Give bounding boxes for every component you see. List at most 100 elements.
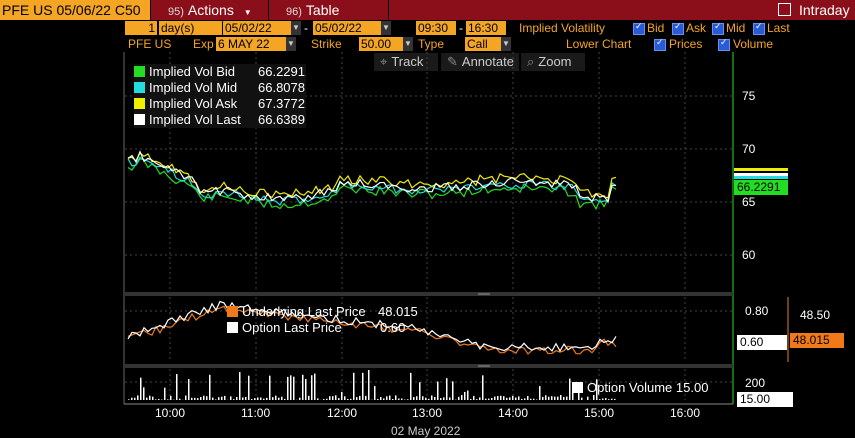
volume-bar bbox=[362, 373, 364, 400]
swatch-icon bbox=[134, 98, 145, 109]
volume-bar bbox=[551, 396, 553, 400]
volume-bar bbox=[248, 376, 250, 400]
volume-bar bbox=[272, 397, 274, 400]
legend-value: 0.60 bbox=[380, 320, 405, 336]
volume-bar bbox=[350, 399, 352, 400]
volume-bar bbox=[281, 397, 283, 400]
volume-bar bbox=[188, 379, 190, 400]
volume-bar bbox=[467, 391, 469, 400]
legend-label: Implied Vol Mid bbox=[149, 80, 237, 95]
panel-divider-upper[interactable] bbox=[124, 292, 733, 296]
volume-bar bbox=[233, 399, 235, 400]
volume-bar bbox=[221, 397, 223, 400]
volume-bar bbox=[359, 396, 361, 400]
volume-bar bbox=[335, 395, 337, 400]
volume-bar bbox=[212, 398, 214, 400]
volume-bar bbox=[554, 397, 556, 400]
volume-bar bbox=[236, 397, 238, 400]
volume-bar bbox=[383, 398, 385, 400]
volume-bar bbox=[479, 397, 481, 400]
volume-bar bbox=[368, 370, 370, 400]
volume-bar bbox=[206, 396, 208, 400]
volume-bar bbox=[545, 395, 547, 400]
volume-bar bbox=[542, 397, 544, 400]
legend-value: 67.3772 bbox=[258, 96, 305, 112]
drag-handle[interactable] bbox=[478, 293, 490, 295]
volume-bar bbox=[347, 399, 349, 400]
volume-bar bbox=[293, 377, 295, 400]
volume-bar bbox=[326, 399, 328, 400]
volume-bar bbox=[521, 399, 523, 400]
volume-bar bbox=[284, 399, 286, 400]
volume-bar bbox=[419, 382, 421, 400]
panel-divider-lower[interactable] bbox=[124, 364, 733, 368]
volume-bar bbox=[602, 399, 604, 400]
swatch-icon bbox=[227, 322, 238, 333]
volume-bar bbox=[224, 396, 226, 400]
volume-bar bbox=[239, 372, 241, 400]
time-tick: 11:00 bbox=[241, 406, 270, 420]
swatch-icon bbox=[572, 382, 583, 393]
volume-bar bbox=[158, 399, 160, 400]
volume-bar bbox=[557, 397, 559, 400]
volume-bar bbox=[374, 386, 376, 400]
iv-tick: 75 bbox=[742, 89, 755, 103]
volume-bar bbox=[344, 396, 346, 400]
volume-bar bbox=[386, 396, 388, 400]
option-price-tag: 0.60 bbox=[737, 335, 787, 350]
volume-bar bbox=[410, 373, 412, 400]
volume-bar bbox=[269, 376, 271, 400]
volume-bar bbox=[599, 399, 601, 400]
volume-bar bbox=[428, 399, 430, 400]
volume-bar bbox=[275, 396, 277, 400]
swatch-icon bbox=[134, 82, 145, 93]
volume-bar bbox=[566, 397, 568, 400]
volume-bar bbox=[308, 396, 310, 400]
volume-bar bbox=[251, 399, 253, 400]
volume-bar bbox=[536, 399, 538, 400]
legend-label: Implied Vol Bid bbox=[149, 64, 235, 79]
volume-bar bbox=[155, 399, 157, 400]
time-tick: 10:00 bbox=[155, 406, 185, 420]
volume-bar bbox=[152, 397, 154, 400]
volume-bar bbox=[398, 399, 400, 400]
volume-bar bbox=[560, 395, 562, 400]
iv-tick: 70 bbox=[742, 142, 755, 156]
volume-bar bbox=[392, 399, 394, 400]
volume-bar bbox=[515, 398, 517, 400]
iv-bid-tag: 66.2291 bbox=[734, 180, 788, 195]
volume-bar bbox=[422, 396, 424, 400]
volume-bar bbox=[257, 397, 259, 400]
volume-bar bbox=[425, 398, 427, 400]
volume-bar bbox=[608, 399, 610, 400]
volume-bar bbox=[170, 396, 172, 400]
volume-bar bbox=[413, 397, 415, 400]
volume-bar bbox=[338, 398, 340, 400]
drag-handle[interactable] bbox=[478, 365, 490, 367]
volume-bar bbox=[140, 378, 142, 400]
volume-bar bbox=[518, 396, 520, 400]
volume-bar bbox=[569, 379, 571, 400]
volume-bar bbox=[470, 399, 472, 400]
volume-bar bbox=[530, 399, 532, 400]
volume-bar bbox=[587, 397, 589, 400]
mid-marker bbox=[734, 176, 788, 179]
volume-bar bbox=[164, 388, 166, 400]
volume-bar bbox=[365, 396, 367, 400]
volume-bar bbox=[299, 398, 301, 400]
volume-bar bbox=[389, 396, 391, 400]
underlying-price-tick: 48.50 bbox=[800, 308, 830, 322]
volume-bar bbox=[473, 396, 475, 400]
volume-bar bbox=[266, 398, 268, 400]
volume-bar bbox=[452, 381, 454, 400]
volume-bar bbox=[491, 398, 493, 400]
volume-bar bbox=[485, 399, 487, 400]
volume-bar bbox=[143, 387, 145, 400]
volume-bar bbox=[497, 396, 499, 400]
